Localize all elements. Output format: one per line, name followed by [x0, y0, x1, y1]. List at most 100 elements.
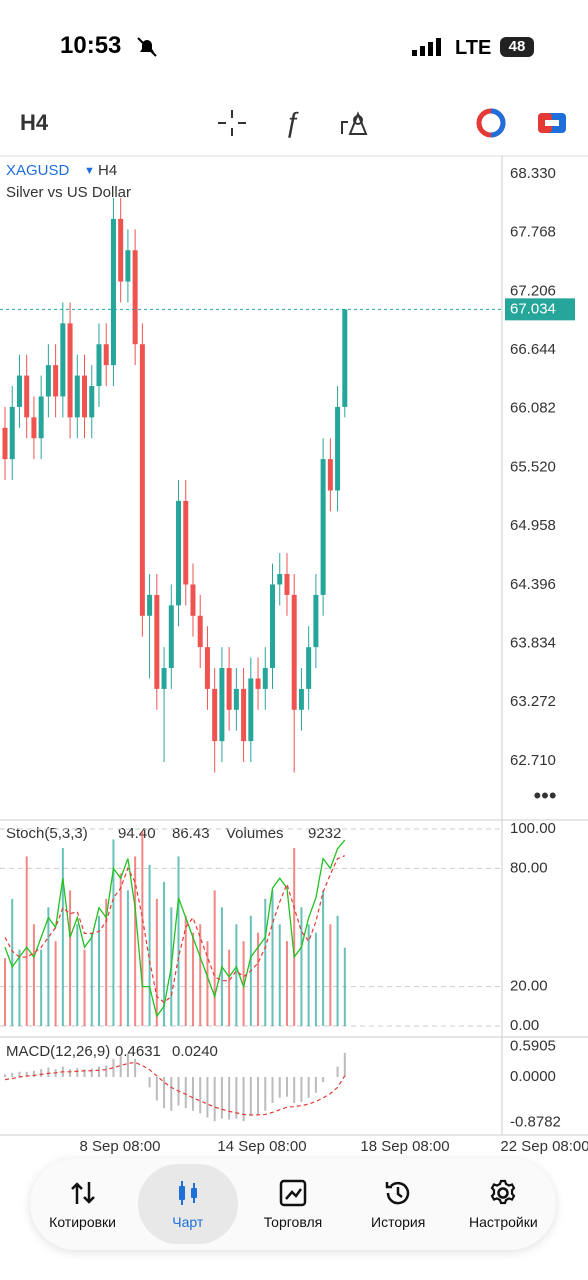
volume-bar — [307, 924, 310, 1026]
candle-body — [212, 688, 218, 742]
macd-bar — [18, 1071, 21, 1077]
candle-body — [31, 417, 37, 439]
macd-bar — [40, 1069, 43, 1077]
tab-quotes[interactable]: Котировки — [33, 1164, 133, 1244]
candle-body — [248, 678, 254, 742]
macd-bar — [322, 1076, 325, 1083]
tab-label: Торговля — [263, 1214, 323, 1230]
macd-bar — [213, 1076, 216, 1122]
macd-bar — [11, 1072, 14, 1077]
candle-body — [96, 344, 102, 387]
tab-history[interactable]: История — [348, 1164, 448, 1244]
macd-bar — [314, 1076, 317, 1093]
volume-bar — [54, 941, 57, 1026]
candle-body — [233, 688, 239, 710]
macd-bar — [191, 1076, 194, 1111]
candle-body — [2, 427, 8, 460]
volume-bar — [61, 847, 64, 1026]
x-tick-label: 14 Sep 08:00 — [217, 1138, 306, 1155]
timeframe-button[interactable]: H4 — [20, 110, 49, 135]
candle-body — [89, 386, 95, 418]
candle-body — [82, 375, 88, 418]
volumes-label: Volumes — [226, 825, 284, 842]
macd-bar — [278, 1076, 281, 1098]
candle-body — [313, 594, 319, 648]
macd-bar — [83, 1069, 86, 1077]
y-tick-label: 64.958 — [510, 517, 556, 534]
candle-body — [67, 323, 73, 418]
macd-signal: 0.0240 — [172, 1043, 218, 1060]
candle-body — [125, 250, 131, 282]
macd-bar — [4, 1074, 6, 1077]
tab-settings[interactable]: Настройки — [453, 1164, 553, 1244]
y-tick-label: 63.272 — [510, 693, 556, 710]
macd-main: 0.4631 — [115, 1043, 161, 1060]
macd-bar — [199, 1076, 202, 1114]
chart: XAGUSD ▼ H4 Silver vs US Dollar ••• Stoc… — [0, 155, 588, 1155]
y-tick-label: 66.082 — [510, 400, 556, 417]
macd-bar — [25, 1071, 28, 1077]
macd-bar — [249, 1076, 252, 1116]
candle-body — [219, 668, 225, 742]
y-tick-label: 67.206 — [510, 282, 556, 299]
y-tick-label: 65.520 — [510, 458, 556, 475]
icon — [385, 1181, 410, 1205]
volume-bar — [343, 947, 346, 1026]
mute-icon — [137, 37, 157, 57]
candle-body — [154, 594, 160, 689]
candle-body — [161, 668, 167, 689]
y-tick-label: 80.00 — [510, 859, 548, 876]
macd-bar — [242, 1076, 245, 1122]
macd-bar — [105, 1065, 108, 1077]
more-button[interactable]: ••• — [533, 783, 556, 808]
candle-body — [335, 406, 341, 491]
volume-bar — [112, 839, 115, 1026]
tab-trade[interactable]: Торговля — [243, 1164, 343, 1244]
macd-bar — [184, 1076, 187, 1109]
candle-body — [183, 500, 189, 585]
volume-bar — [264, 898, 267, 1026]
status-network: LTE — [455, 37, 492, 59]
stoch-d: 86.43 — [172, 825, 210, 842]
macd-bar — [300, 1076, 303, 1102]
tab-label: Котировки — [49, 1214, 116, 1230]
symbol-arrow: ▼ — [84, 165, 95, 177]
candle-body — [9, 406, 15, 460]
candle-body — [306, 647, 312, 689]
volume-bar — [90, 932, 93, 1026]
volume-bar — [336, 915, 339, 1026]
volume-bar — [300, 907, 303, 1026]
candle-body — [270, 584, 276, 669]
candle-body — [176, 500, 182, 606]
candle-body — [197, 615, 203, 648]
candle-body — [60, 323, 66, 397]
y-tick-label: 66.644 — [510, 341, 556, 358]
y-tick-label: 100.00 — [510, 820, 556, 837]
macd-bar — [228, 1076, 231, 1120]
current-price-label: 67.034 — [510, 300, 556, 317]
tab-chart[interactable]: Чарт — [137, 1164, 238, 1244]
volume-bar — [11, 898, 14, 1026]
candle-body — [284, 574, 290, 595]
macd-bar — [271, 1076, 274, 1103]
tab-label: Чарт — [172, 1214, 204, 1230]
volume-bar — [76, 924, 79, 1026]
volume-bar — [206, 941, 209, 1026]
volume-bar — [69, 890, 72, 1026]
volume-bar — [242, 941, 245, 1026]
macd-bar — [47, 1067, 50, 1077]
candle-body — [45, 365, 51, 397]
battery: 48 — [500, 37, 534, 57]
candle-body — [168, 605, 174, 669]
volume-bar — [83, 949, 86, 1026]
volume-bar — [199, 924, 202, 1026]
symbol[interactable]: XAGUSD — [6, 162, 70, 179]
candle-body — [118, 218, 124, 282]
volume-bar — [47, 907, 50, 1026]
candle-body — [147, 594, 153, 616]
y-tick-label: 0.5905 — [510, 1037, 556, 1054]
volume-bar — [213, 890, 216, 1026]
volume-bar — [40, 949, 43, 1026]
candle-body — [327, 459, 333, 491]
